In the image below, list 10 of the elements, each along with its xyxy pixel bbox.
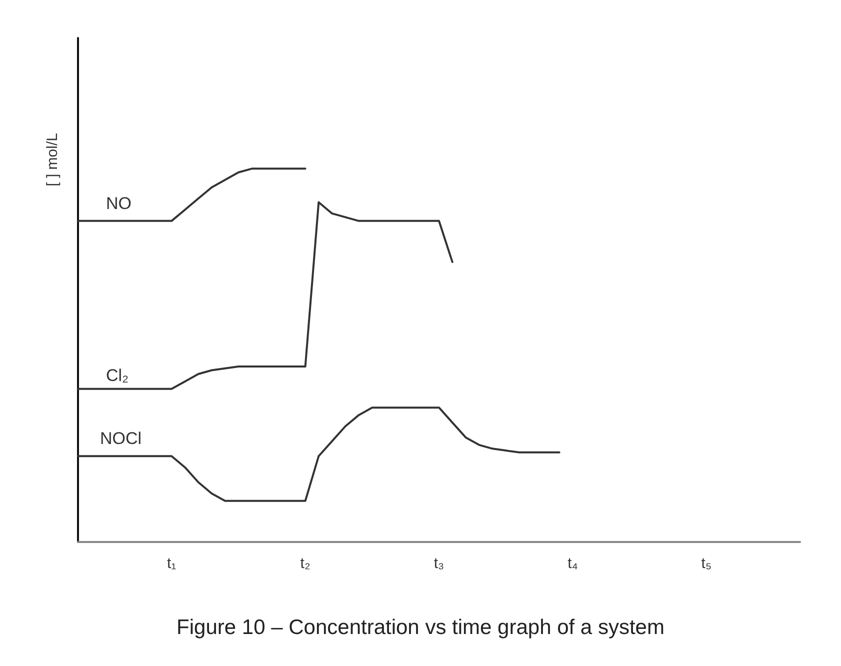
y-axis-title: [ ] mol/L xyxy=(44,133,61,186)
caption: Figure 10 – Concentration vs time graph of a system xyxy=(176,616,664,639)
series-label: Cl₂ xyxy=(106,366,129,385)
x-tick-label: t₄ xyxy=(568,555,578,572)
x-tick-label: t₃ xyxy=(434,555,444,572)
series-label: NO xyxy=(106,194,132,213)
x-tick-label: t₅ xyxy=(701,555,712,572)
x-tick-label: t₁ xyxy=(166,555,176,572)
x-tick-label: t₂ xyxy=(300,555,310,572)
series-label: NOCl xyxy=(100,429,142,448)
